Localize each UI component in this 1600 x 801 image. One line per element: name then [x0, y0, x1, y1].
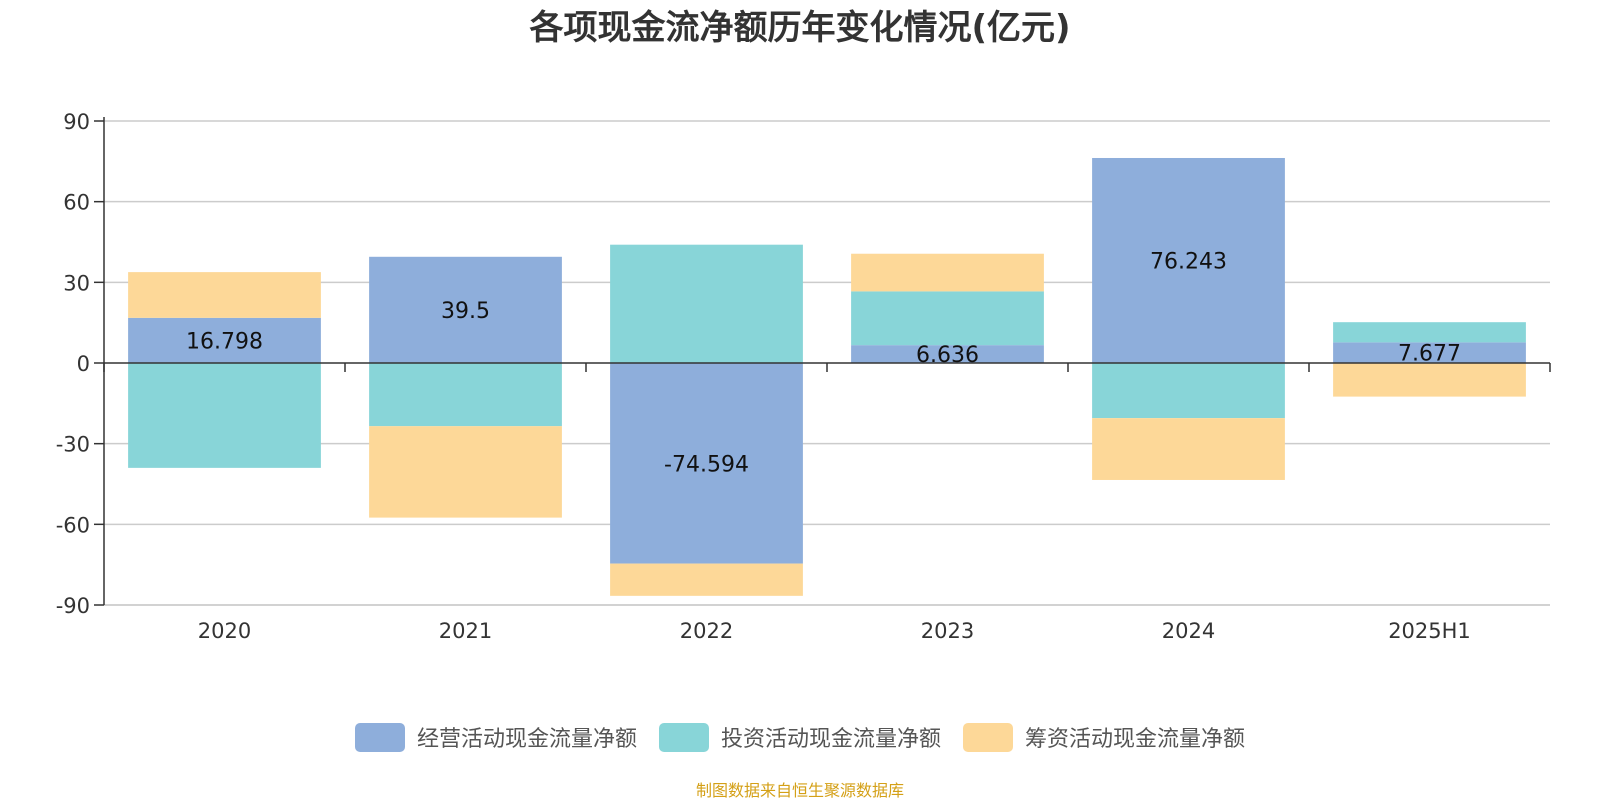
- bar-financing-2024: [1092, 418, 1285, 480]
- bar-financing-2021: [369, 426, 562, 518]
- bar-operating-2020: [128, 317, 321, 363]
- bar-operating-2021: [369, 256, 562, 363]
- bar-financing-2020: [128, 272, 321, 318]
- y-tick-label: 30: [63, 271, 90, 295]
- data-label: 76.243: [1150, 249, 1227, 274]
- bar-operating-2023: [851, 345, 1044, 363]
- x-tick-label: 2022: [680, 619, 733, 643]
- labels-layer: 90 60 30 0 -30 -60 -90 16.798 2020 39.5 2021 -74.59…: [56, 110, 1471, 643]
- bar-investing-2024: [1092, 363, 1285, 419]
- legend-item-investing[interactable]: 投资活动现金流量净额: [658, 721, 941, 753]
- legend-label-financing: 筹资活动现金流量净额: [1025, 727, 1246, 752]
- y-tick-label: -90: [56, 594, 90, 618]
- grid-layer: [104, 120, 1550, 606]
- x-tick-label: 2020: [198, 619, 251, 643]
- y-tick-label: -30: [56, 433, 90, 457]
- chart-title: 各项现金流净额历年变化情况(亿元): [529, 8, 1071, 48]
- bar-investing-2022: [610, 244, 803, 363]
- bar-financing-2023: [851, 253, 1044, 292]
- x-tick-label: 2025H1: [1388, 619, 1471, 643]
- legend-swatch-operating: [354, 722, 405, 752]
- legend: 经营活动现金流量净额 投资活动现金流量净额 筹资活动现金流量净额: [0, 720, 1600, 754]
- legend-swatch-investing: [658, 722, 709, 752]
- legend-swatch-financing: [963, 722, 1013, 752]
- bar-chart: 90 60 30 0 -30 -60 -90 16.798 2020 39.5 2021 -74.59…: [56, 110, 1551, 643]
- source-note: 制图数据来自恒生聚源数据库: [695, 781, 904, 800]
- legend-item-operating[interactable]: 经营活动现金流量净额: [354, 721, 637, 753]
- bar-operating-2022: [610, 363, 803, 564]
- bar-investing-2023: [851, 291, 1044, 346]
- bar-investing-2025H1: [1333, 322, 1526, 343]
- axes-layer: [94, 117, 1551, 606]
- bar-operating-2025H1: [1333, 342, 1526, 363]
- bars-layer: [128, 157, 1526, 596]
- data-label: 16.798: [186, 329, 263, 354]
- bar-financing-2022: [610, 563, 803, 596]
- y-tick-label: 0: [77, 352, 90, 376]
- data-label: 6.636: [916, 343, 979, 368]
- x-tick-label: 2023: [921, 619, 974, 643]
- bar-financing-2025H1: [1333, 363, 1526, 397]
- legend-label-operating: 经营活动现金流量净额: [416, 727, 637, 752]
- data-label: 39.5: [441, 299, 490, 324]
- y-tick-label: -60: [56, 513, 90, 537]
- legend-item-financing[interactable]: 筹资活动现金流量净额: [963, 721, 1245, 753]
- legend-label-investing: 投资活动现金流量净额: [720, 727, 941, 752]
- data-label: -74.594: [664, 452, 749, 477]
- bar-investing-2021: [369, 363, 562, 427]
- x-tick-label: 2021: [439, 619, 492, 643]
- y-tick-label: 90: [63, 110, 90, 134]
- x-tick-label: 2024: [1162, 619, 1215, 643]
- data-label: 7.677: [1398, 342, 1461, 367]
- bar-operating-2024: [1092, 157, 1285, 363]
- bar-investing-2020: [128, 363, 321, 468]
- y-tick-label: 60: [63, 191, 90, 215]
